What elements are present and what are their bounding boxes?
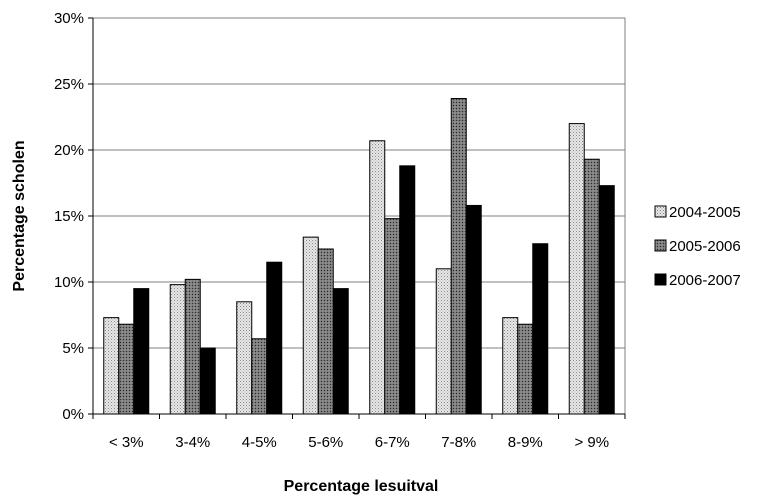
y-tick-label: 25% — [54, 76, 84, 93]
bar-2006-2007 — [532, 243, 549, 415]
y-tick-label: 0% — [62, 406, 84, 423]
y-axis-ticks: 0% 5% 10% 15% 20% 25% 30% — [54, 10, 93, 423]
legend: 2004-2005 2005-2006 2006-2007 — [654, 204, 741, 289]
bar-2004-2005 — [236, 301, 253, 415]
x-tick-label: 6-7% — [375, 434, 410, 451]
y-tick-label: 20% — [54, 142, 84, 159]
legend-swatch — [654, 273, 667, 286]
bar-2005-2006 — [384, 218, 401, 415]
x-tick-label: < 3% — [109, 434, 144, 451]
x-tick-label: 8-9% — [508, 434, 543, 451]
y-tick-label: 15% — [54, 208, 84, 225]
x-tick-label: 7-8% — [441, 434, 476, 451]
bar-2006-2007 — [133, 288, 150, 415]
bar-2005-2006 — [517, 323, 534, 415]
bar-2005-2006 — [450, 98, 467, 415]
bar-2004-2005 — [568, 123, 585, 415]
bar-2006-2007 — [199, 347, 216, 415]
bar-2006-2007 — [465, 204, 482, 415]
bar-2004-2005 — [435, 268, 452, 415]
y-tick-label: 5% — [62, 340, 84, 357]
bar-2005-2006 — [118, 323, 135, 415]
legend-swatch — [654, 239, 667, 252]
y-tick-label: 30% — [54, 10, 84, 27]
x-tick-label: 3-4% — [175, 434, 210, 451]
legend-label: 2005-2006 — [669, 238, 741, 255]
bar-2005-2006 — [251, 338, 268, 415]
x-tick-label: 4-5% — [242, 434, 277, 451]
bar-2004-2005 — [103, 317, 120, 415]
bars — [103, 98, 615, 415]
x-axis-title: Percentage lesuitval — [284, 478, 439, 495]
legend-label: 2004-2005 — [669, 204, 741, 221]
bar-2005-2006 — [184, 278, 201, 415]
x-tick-label: > 9% — [574, 434, 609, 451]
bar-2006-2007 — [598, 185, 615, 415]
bar-2005-2006 — [583, 158, 600, 415]
y-axis-title: Percentage scholen — [11, 140, 28, 291]
bar-2004-2005 — [169, 284, 186, 415]
x-axis-ticks: < 3% 3-4% 4-5% 5-6% 6-7% 7-8% 8-9% > 9% — [92, 414, 626, 451]
bar-2004-2005 — [302, 236, 319, 415]
legend-swatch — [654, 205, 667, 218]
bar-2006-2007 — [332, 288, 349, 415]
bar-2006-2007 — [399, 165, 416, 415]
bar-2004-2005 — [502, 317, 519, 415]
bar-2006-2007 — [266, 261, 283, 415]
bar-2005-2006 — [317, 248, 334, 415]
x-tick-label: 5-6% — [308, 434, 343, 451]
y-tick-label: 10% — [54, 274, 84, 291]
legend-label: 2006-2007 — [669, 272, 741, 289]
bar-2004-2005 — [369, 140, 386, 415]
